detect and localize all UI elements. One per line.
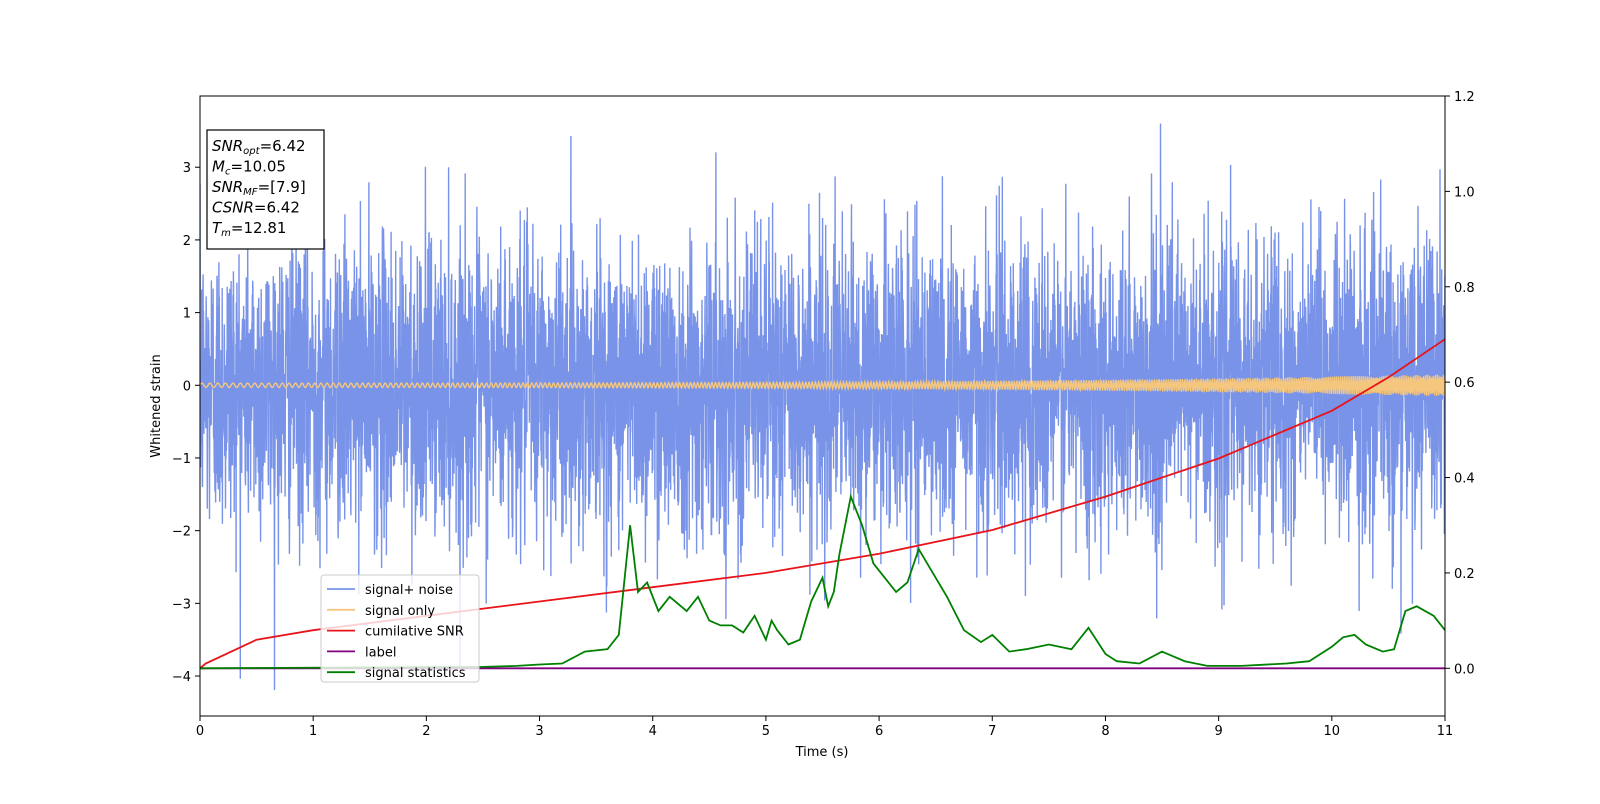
y-axis-label: Whitened strain [149, 354, 164, 457]
annotation-line: SNRMF=[7.9] [212, 178, 306, 198]
legend-entry-label: signal+ noise [365, 583, 453, 598]
annotation-line: SNRopt=6.42 [212, 137, 306, 157]
x-tick-label: 1 [309, 724, 317, 739]
legend: signal+ noise signal only cumilative SNR la… [320, 574, 480, 683]
x-axis-label: Time (s) [795, 745, 849, 760]
x-tick-label: 3 [535, 724, 543, 739]
annotation-line: CSNR=6.42 [212, 199, 300, 217]
y-left-tick-label: 3 [183, 161, 191, 176]
legend-entry-label: cumilative SNR [365, 625, 464, 640]
x-tick-label: 4 [649, 724, 657, 739]
x-tick-label: 2 [422, 724, 430, 739]
y-left-tick-label: −1 [172, 452, 191, 467]
annotation-line: Mc=10.05 [212, 158, 286, 178]
legend-frame [320, 574, 480, 683]
y-left-tick-label: 1 [183, 307, 191, 322]
y-right-tick-label: 1.0 [1454, 185, 1475, 200]
x-tick-label: 0 [196, 724, 204, 739]
y-left-tick-label: 0 [183, 379, 191, 394]
annotation-frame [206, 129, 325, 250]
y-left-tick-label: −4 [172, 670, 191, 685]
legend-entry-label: signal only [365, 604, 435, 619]
y-left-tick-label: 2 [183, 234, 191, 249]
x-tick-label: 7 [988, 724, 996, 739]
x-tick-label: 8 [1101, 724, 1109, 739]
series-signal-noise-line [200, 123, 1445, 691]
y-right-tick-label: 0.4 [1454, 472, 1475, 487]
y-right-tick-label: 1.2 [1454, 90, 1475, 105]
y-left-tick-label: −3 [172, 597, 191, 612]
legend-entry-label: signal statistics [365, 666, 466, 681]
x-tick-label: 6 [875, 724, 883, 739]
x-tick-label: 5 [762, 724, 770, 739]
y-right-tick-label: 0.0 [1454, 662, 1475, 677]
y-right-tick-label: 0.2 [1454, 567, 1475, 582]
x-tick-label: 11 [1437, 724, 1454, 739]
y-left-tick-label: −2 [172, 525, 191, 540]
y-right-tick-label: 0.6 [1454, 376, 1475, 391]
x-tick-label: 10 [1324, 724, 1341, 739]
series-signal-only-line [200, 374, 1445, 397]
x-tick-label: 9 [1214, 724, 1222, 739]
series-cumulative-snr-line [200, 338, 1445, 669]
annotation-line: Tm=12.81 [212, 219, 286, 239]
y-right-tick-label: 0.8 [1454, 281, 1475, 296]
axes: 0 1 2 3 4 5 6 7 8 9 10 11 −4 −3 −2 −1 0 1 2 3 0.0 0.2 0.4 0.6 0.… [172, 90, 1475, 739]
legend-entry-label: label [365, 645, 396, 660]
plot-frame [199, 95, 1446, 717]
series-signal-statistics-line [200, 493, 1445, 670]
